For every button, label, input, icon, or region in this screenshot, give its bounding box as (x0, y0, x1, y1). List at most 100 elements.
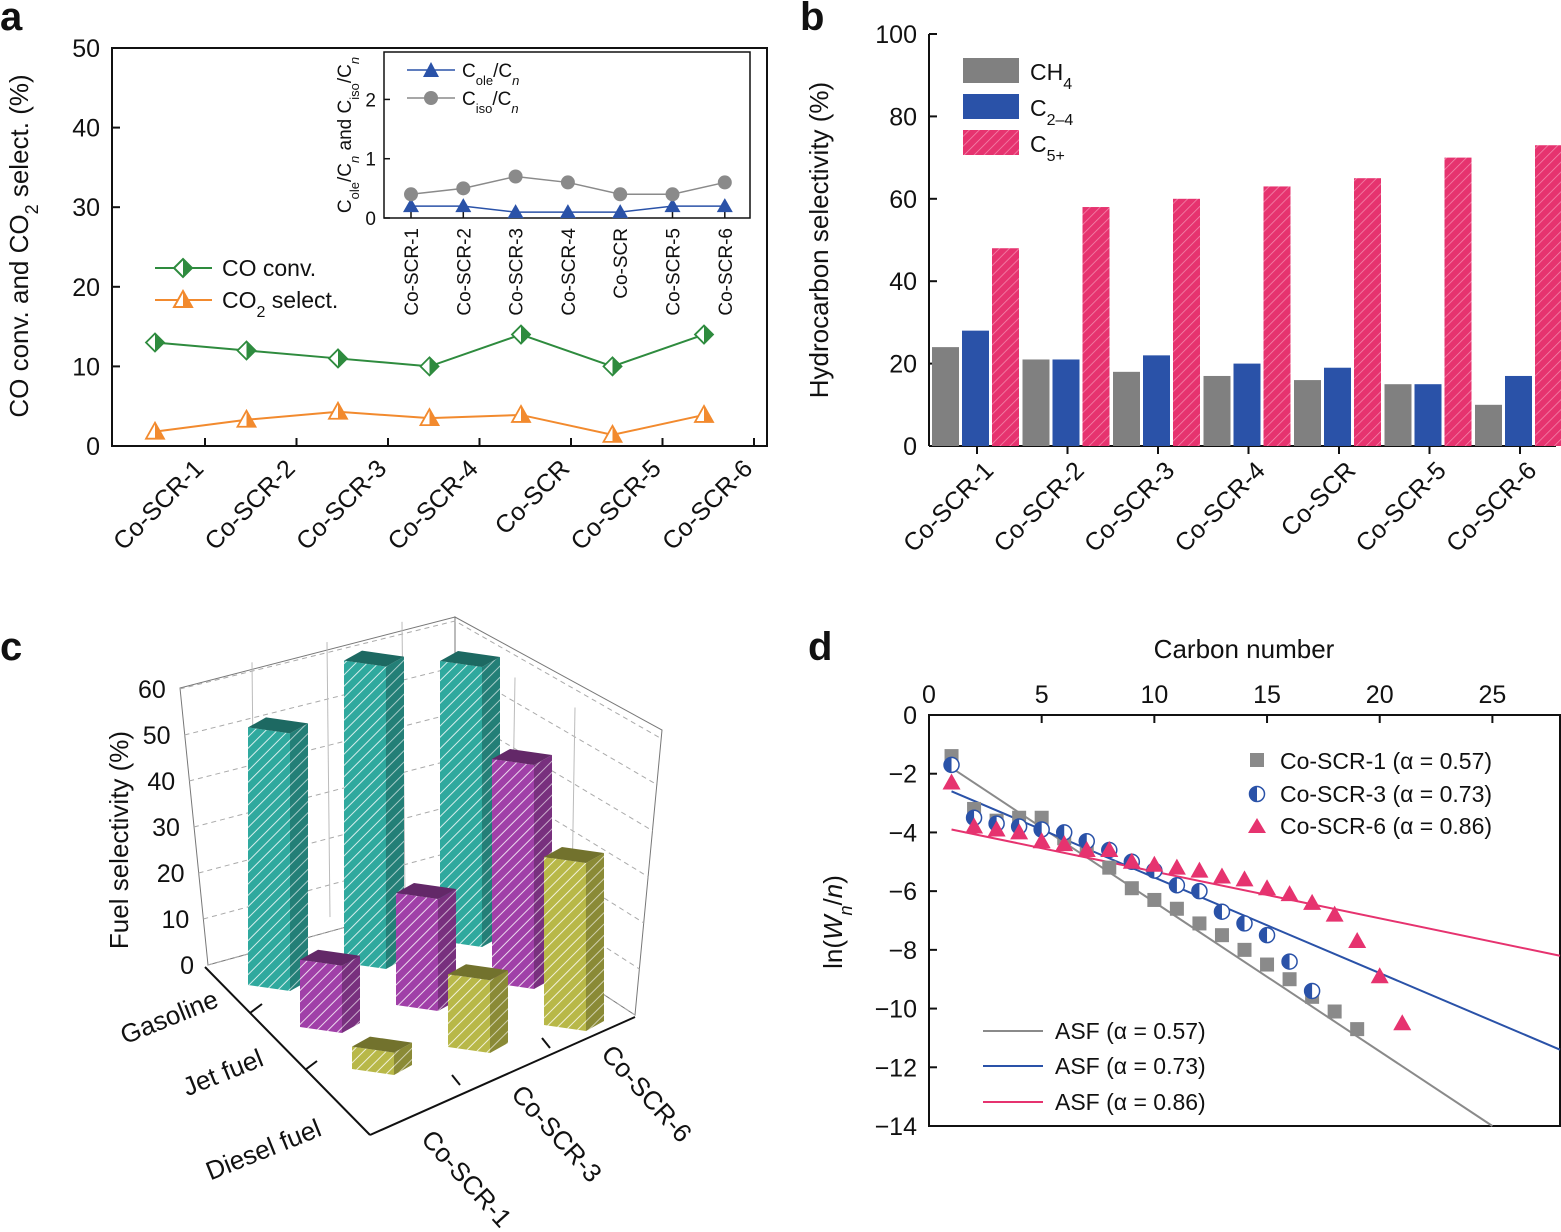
catalyst-label: Co-SCR-3 (506, 1079, 609, 1188)
legend-co-conv: CO conv. (222, 255, 316, 281)
bar-front-hatch (492, 759, 534, 989)
bar-front-hatch (544, 857, 586, 1031)
x-tick-label: 20 (1366, 681, 1394, 709)
x-tick-label: 10 (1140, 681, 1168, 709)
c24-bar (962, 330, 989, 446)
point-fill (1191, 883, 1200, 899)
ciso-point (404, 187, 418, 202)
co-conv-point (144, 332, 166, 353)
bar-front-hatch (248, 727, 290, 991)
ch4-bar (932, 347, 959, 446)
panel-a-y-label: CO conv. and CO2 select. (%) (4, 74, 42, 417)
inset-y-tick-label: 1 (365, 150, 376, 171)
c5-bar (1444, 157, 1472, 446)
cole-point (455, 198, 472, 213)
co-scr-3-point (1303, 982, 1321, 1000)
bar-gasoline-co-scr-1 (248, 717, 308, 991)
co-scr-1-point (1147, 892, 1162, 907)
bar-side-hatch (290, 723, 308, 991)
panel-a-y-axis: 0 10 20 30 40 50 (72, 35, 120, 461)
co-scr-6-point (1145, 855, 1164, 872)
x-tick-label: 15 (1253, 681, 1281, 709)
inset-y-label: Cole/Cn and Ciso/Cn (335, 57, 362, 213)
catalyst-axis-tick (451, 1074, 461, 1086)
co-scr-3-point (1033, 821, 1050, 838)
bar-diesel-fuel-co-scr-1 (352, 1036, 412, 1075)
y-tick-label: 60 (889, 186, 917, 214)
panel-a-series (144, 324, 715, 443)
panel-d-legend-fits: ASF (α = 0.57) ASF (α = 0.73) ASF (α = 0… (983, 1018, 1206, 1115)
c24-bar (1324, 367, 1351, 446)
inset-y-tick-label: 2 (365, 90, 376, 111)
co-scr-6-point (1303, 893, 1322, 910)
cole-point (559, 204, 576, 219)
co2-select-point (601, 424, 624, 443)
co-scr-1-point (1102, 860, 1117, 875)
panel-d-points (942, 749, 1412, 1037)
bar-top (352, 1036, 412, 1053)
bar-side-hatch (386, 656, 404, 969)
inset-x-tick-label: Co-SCR-4 (559, 228, 580, 316)
bar-diesel-fuel-co-scr-3 (448, 964, 508, 1053)
c24-bar (1505, 375, 1532, 446)
co-scr-6-point (1280, 885, 1299, 902)
point-fill (338, 402, 347, 419)
co-scr-1-point (1034, 810, 1049, 825)
inset-y-axis: 0 1 2 (365, 90, 390, 230)
ciso-point (456, 181, 471, 196)
x-tick-label: 0 (922, 681, 936, 709)
inset-x-tick-label: Co-SCR-1 (402, 228, 423, 316)
point-fill (1169, 877, 1177, 893)
ciso-point (508, 169, 523, 184)
panel-c-chart: 0 10 20 30 40 50 60 Fuel selectivity (%) Gasol… (104, 616, 698, 1232)
point-fill (246, 410, 256, 427)
cole-point (612, 204, 629, 219)
co-scr-6-point (1325, 905, 1344, 922)
point-fill (944, 757, 952, 773)
x-tick-label: Co-SCR-4 (382, 454, 483, 555)
fuel-axis-tick (249, 1003, 263, 1014)
co-scr-6-point (1348, 932, 1367, 949)
panel-c-z-axis: 0 10 20 30 40 50 60 (138, 676, 194, 980)
co-conv-point (327, 348, 349, 369)
catalyst-axis (369, 1016, 636, 1136)
fuel-label: Diesel fuel (201, 1113, 325, 1186)
inset-x-tick-label: Co-SCR (611, 228, 632, 299)
bar-top (396, 883, 456, 899)
point-fill (246, 341, 256, 360)
co-scr-1-point (1237, 942, 1252, 957)
co-scr-3-point (1055, 824, 1073, 841)
point-fill (429, 357, 439, 376)
z-tick-label: 40 (147, 768, 175, 796)
legend-co-scr-1: Co-SCR-1 (α = 0.57) (1280, 748, 1492, 774)
point-fill (155, 422, 164, 439)
bar-top (440, 651, 500, 667)
bar-top (544, 847, 604, 863)
co2-select-point (327, 400, 349, 420)
bar-top (248, 717, 308, 734)
point-fill (704, 325, 713, 344)
vertical-grid-line (326, 642, 331, 918)
co-scr-3-point (1213, 903, 1231, 920)
inset-series (403, 169, 733, 219)
co-scr-1-point (1192, 916, 1207, 931)
z-tick-label: 20 (157, 860, 185, 888)
bar-side-hatch (342, 955, 360, 1033)
x-tick-label: 5 (1035, 681, 1049, 709)
point-fill (704, 405, 713, 422)
bar-front-hatch (344, 660, 386, 969)
legend-ch4: CH4 (1030, 59, 1072, 93)
ch4-bar (1384, 384, 1412, 446)
legend-asf-057: ASF (α = 0.57) (1055, 1018, 1206, 1044)
cole-point (403, 198, 419, 213)
y-tick-label: 20 (889, 351, 917, 379)
c5-bar (1354, 178, 1381, 446)
fuel-axis-tick (304, 1060, 318, 1071)
z-tick-label: 30 (152, 814, 180, 842)
z-tick-label: 10 (161, 906, 189, 934)
y-tick-label: 20 (72, 274, 100, 302)
point-fill (521, 325, 530, 344)
catalyst-axis-tick (541, 1037, 551, 1049)
co-scr-6-point (987, 820, 1006, 837)
co-conv-point (693, 324, 715, 345)
